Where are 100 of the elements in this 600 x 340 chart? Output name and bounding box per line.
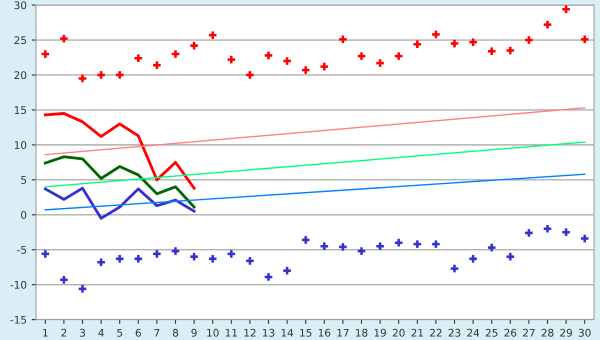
point [525,229,533,237]
line-series [44,186,196,220]
point [394,52,403,60]
x-tick-label: 9 [191,328,197,337]
point [580,234,589,242]
point [153,61,161,70]
x-tick-label: 23 [448,328,460,337]
x-tick-label: 1 [43,328,48,337]
x-tick-label: 8 [172,328,178,337]
x-tick-label: 15 [300,328,312,337]
point [172,247,180,255]
x-tick-label: 30 [578,328,591,337]
point [41,250,50,258]
y-tick-label: 0 [21,210,26,219]
x-tick-label: 28 [542,328,554,337]
point [283,266,291,274]
point [562,228,570,236]
y-tick-label: 5 [21,176,26,184]
point [153,250,161,258]
x-tick-label: 20 [392,328,405,337]
point [302,66,310,74]
point [190,252,198,261]
point [172,50,180,58]
x-tick-label: 2 [61,328,66,337]
point [432,240,440,248]
x-tick-label: 6 [136,328,141,337]
point [450,264,458,272]
point [488,244,496,252]
point [358,247,366,255]
x-tick-label: 5 [117,328,122,337]
x-tick-label: 18 [356,328,368,337]
x-tick-label: 3 [80,328,85,337]
point [562,5,570,14]
point [227,56,236,64]
point [208,254,217,263]
point [190,42,198,50]
point [376,59,384,67]
point [97,71,105,79]
x-tick-label: 19 [374,328,386,337]
x-tick-label: 21 [411,328,423,337]
point [60,276,68,284]
point [469,254,477,263]
point [432,30,440,38]
x-tick-label: 29 [560,328,572,337]
point [302,236,310,244]
point [506,46,514,54]
point [264,273,272,281]
point [339,243,347,251]
y-tick-label: -10 [10,280,26,289]
x-tick-label: 24 [467,328,480,337]
point [78,74,86,82]
point [450,40,458,48]
point [246,71,254,79]
point [227,250,236,258]
point [320,242,328,250]
x-tick-label: 22 [430,328,442,337]
x-tick-label: 27 [523,328,535,337]
point [358,52,366,60]
point [413,40,422,48]
point [134,254,142,263]
point [116,71,124,79]
x-tick-label: 25 [486,328,498,337]
point [469,38,477,46]
y-tick-label: -15 [10,316,26,324]
x-tick-label: 14 [282,328,294,337]
x-tick-label: 10 [207,328,219,337]
point [488,47,496,56]
y-tick-label: 15 [14,106,26,114]
point [376,242,384,250]
x-tick-label: 16 [318,328,330,337]
point [78,285,86,293]
x-tick-label: 13 [263,328,274,337]
y-tick-label: 30 [14,1,26,10]
point [60,34,68,42]
point [525,36,533,44]
x-tick-label: 7 [154,328,160,337]
point [208,31,217,39]
point [246,257,254,265]
x-tick-label: 26 [504,328,516,337]
point [544,20,552,28]
point [264,52,272,60]
y-tick-label: 25 [14,36,26,44]
point [41,50,50,58]
y-tick-label: 10 [14,141,26,149]
point [283,57,291,65]
point [544,224,552,233]
point [320,62,328,70]
x-tick-label: 12 [244,328,256,337]
point [97,258,105,266]
point [339,36,347,44]
point [506,252,514,261]
y-tick-label: -5 [17,246,26,254]
line-series [44,112,196,190]
x-tick-label: 11 [226,328,237,337]
x-tick-label: 17 [337,328,349,337]
line-series [44,155,196,208]
point [413,240,422,248]
point [134,54,142,62]
x-tick-label: 4 [98,328,104,337]
y-tick-label: 20 [14,71,26,80]
